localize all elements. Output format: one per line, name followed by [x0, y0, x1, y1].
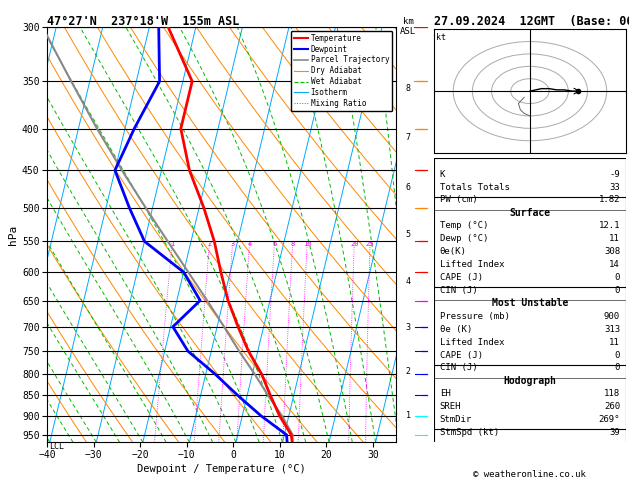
- Text: km
ASL: km ASL: [400, 17, 416, 36]
- Text: 1: 1: [170, 242, 174, 247]
- Text: CAPE (J): CAPE (J): [440, 273, 483, 282]
- Text: Lifted Index: Lifted Index: [440, 338, 504, 347]
- Text: 11: 11: [610, 338, 620, 347]
- Text: Most Unstable: Most Unstable: [492, 298, 568, 308]
- Text: 0: 0: [615, 273, 620, 282]
- X-axis label: Dewpoint / Temperature (°C): Dewpoint / Temperature (°C): [137, 464, 306, 474]
- Text: 3: 3: [406, 323, 411, 332]
- Text: 12.1: 12.1: [599, 221, 620, 230]
- Text: SREH: SREH: [440, 402, 461, 411]
- Text: 0: 0: [615, 364, 620, 372]
- Text: 4: 4: [248, 242, 252, 247]
- Text: 6: 6: [272, 242, 277, 247]
- Text: 39: 39: [610, 428, 620, 437]
- Text: 1.82: 1.82: [599, 195, 620, 205]
- Text: -9: -9: [610, 170, 620, 178]
- Legend: Temperature, Dewpoint, Parcel Trajectory, Dry Adiabat, Wet Adiabat, Isotherm, Mi: Temperature, Dewpoint, Parcel Trajectory…: [291, 31, 392, 111]
- Text: PW (cm): PW (cm): [440, 195, 477, 205]
- Text: Dewp (°C): Dewp (°C): [440, 234, 488, 243]
- Text: StmSpd (kt): StmSpd (kt): [440, 428, 499, 437]
- Text: 900: 900: [604, 312, 620, 321]
- Text: K: K: [440, 170, 445, 178]
- Y-axis label: hPa: hPa: [8, 225, 18, 244]
- Text: Hodograph: Hodograph: [503, 376, 557, 386]
- Text: EH: EH: [440, 389, 450, 398]
- Text: 6: 6: [406, 183, 411, 191]
- Text: LCL: LCL: [50, 441, 65, 451]
- Text: Pressure (mb): Pressure (mb): [440, 312, 509, 321]
- Text: Totals Totals: Totals Totals: [440, 183, 509, 191]
- Text: 10: 10: [303, 242, 311, 247]
- Text: 1: 1: [406, 411, 411, 420]
- Text: Lifted Index: Lifted Index: [440, 260, 504, 269]
- Text: CIN (J): CIN (J): [440, 364, 477, 372]
- Text: 313: 313: [604, 325, 620, 334]
- Text: 7: 7: [406, 133, 411, 142]
- Text: 0: 0: [615, 286, 620, 295]
- Text: 269°: 269°: [599, 415, 620, 424]
- Text: 5: 5: [406, 230, 411, 240]
- Text: 8: 8: [291, 242, 295, 247]
- Text: Surface: Surface: [509, 208, 550, 218]
- Text: © weatheronline.co.uk: © weatheronline.co.uk: [474, 469, 586, 479]
- Text: CAPE (J): CAPE (J): [440, 350, 483, 360]
- Text: CIN (J): CIN (J): [440, 286, 477, 295]
- Text: 20: 20: [350, 242, 359, 247]
- Text: StmDir: StmDir: [440, 415, 472, 424]
- Text: 11: 11: [610, 234, 620, 243]
- Text: 8: 8: [406, 84, 411, 93]
- Text: 0: 0: [615, 350, 620, 360]
- Text: 25: 25: [366, 242, 374, 247]
- Text: 2: 2: [208, 242, 212, 247]
- Text: Temp (°C): Temp (°C): [440, 221, 488, 230]
- Text: θe(K): θe(K): [440, 247, 467, 256]
- Text: 3: 3: [231, 242, 235, 247]
- Text: θe (K): θe (K): [440, 325, 472, 334]
- Text: 47°27'N  237°18'W  155m ASL: 47°27'N 237°18'W 155m ASL: [47, 15, 240, 28]
- Text: 260: 260: [604, 402, 620, 411]
- Text: 2: 2: [406, 367, 411, 376]
- Text: 14: 14: [610, 260, 620, 269]
- Text: 4: 4: [406, 277, 411, 286]
- Text: 308: 308: [604, 247, 620, 256]
- Text: 33: 33: [610, 183, 620, 191]
- Text: 27.09.2024  12GMT  (Base: 06): 27.09.2024 12GMT (Base: 06): [434, 15, 629, 28]
- Text: 118: 118: [604, 389, 620, 398]
- Text: kt: kt: [436, 33, 446, 42]
